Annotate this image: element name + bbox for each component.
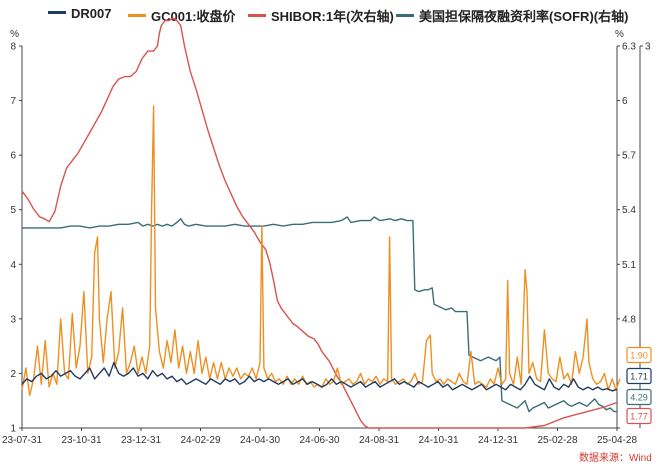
left-tick-label: 7 xyxy=(10,96,16,107)
series-line-dr007 xyxy=(21,361,618,392)
left-tick-label: 3 xyxy=(10,314,16,325)
left-tick-label: 2 xyxy=(10,369,16,380)
left-tick-label: 5 xyxy=(10,205,16,216)
end-label-text: 1.71 xyxy=(630,372,648,382)
source-note: 数据来源：Wind xyxy=(579,453,652,464)
legend-swatch-sofr xyxy=(396,14,414,18)
x-tick-label: 24-08-31 xyxy=(359,435,399,446)
legend-item-sofr: 美国担保隔夜融资利率(SOFR)(右轴) xyxy=(396,6,628,25)
right-axis-1-unit: % xyxy=(615,29,624,40)
right2-tick-label: 3 xyxy=(645,42,651,53)
left-tick-label: 8 xyxy=(10,42,16,53)
legend: DR007 GC001:收盘价 SHIBOR:1年(次右轴) 美国担保隔夜融资利… xyxy=(0,6,660,26)
end-label-box xyxy=(626,388,652,406)
legend-swatch-dr007 xyxy=(48,11,66,15)
legend-swatch-shibor xyxy=(248,14,266,18)
x-tick-label: 24-04-30 xyxy=(240,435,280,446)
legend-label-shibor: SHIBOR:1年(次右轴) xyxy=(271,9,394,24)
x-tick-label: 24-06-30 xyxy=(299,435,339,446)
series-line-gc001 xyxy=(21,105,621,396)
left-tick-label: 4 xyxy=(10,260,16,271)
left-tick-label: 6 xyxy=(10,151,16,162)
right1-tick-label: 4.8 xyxy=(622,314,636,325)
x-tick-label: 23-07-31 xyxy=(2,435,42,446)
x-tick-label: 25-04-28 xyxy=(597,435,637,446)
right1-tick-label: 5.7 xyxy=(622,151,636,162)
end-label-text: 1.90 xyxy=(630,351,648,361)
series-line-sofr xyxy=(22,216,617,413)
end-label-box xyxy=(626,346,652,364)
right1-tick-label: 6.3 xyxy=(622,42,636,53)
x-tick-label: 24-12-31 xyxy=(478,435,518,446)
x-tick-label: 24-02-29 xyxy=(180,435,220,446)
end-label-text: 4.29 xyxy=(630,393,648,403)
left-tick-label: 1 xyxy=(10,424,16,435)
legend-item-gc001: GC001:收盘价 xyxy=(128,6,236,25)
legend-label-gc001: GC001:收盘价 xyxy=(151,9,236,24)
end-label-text: 1.77 xyxy=(630,412,648,422)
right1-tick-label: 6 xyxy=(622,96,628,107)
legend-item-shibor: SHIBOR:1年(次右轴) xyxy=(248,6,394,25)
end-label-box xyxy=(626,367,652,385)
end-label-box xyxy=(626,407,652,425)
legend-label-dr007: DR007 xyxy=(71,6,112,21)
legend-label-sofr: 美国担保隔夜融资利率(SOFR)(右轴) xyxy=(419,9,629,24)
legend-swatch-gc001 xyxy=(128,14,146,18)
x-tick-label: 24-10-31 xyxy=(418,435,458,446)
x-tick-label: 25-02-28 xyxy=(537,435,577,446)
x-tick-label: 23-12-31 xyxy=(121,435,161,446)
right1-tick-label: 5.4 xyxy=(622,205,636,216)
legend-item-dr007: DR007 xyxy=(48,6,111,21)
right1-tick-label: 5.1 xyxy=(622,260,636,271)
x-tick-label: 23-10-31 xyxy=(61,435,101,446)
left-axis-unit: % xyxy=(10,29,19,40)
